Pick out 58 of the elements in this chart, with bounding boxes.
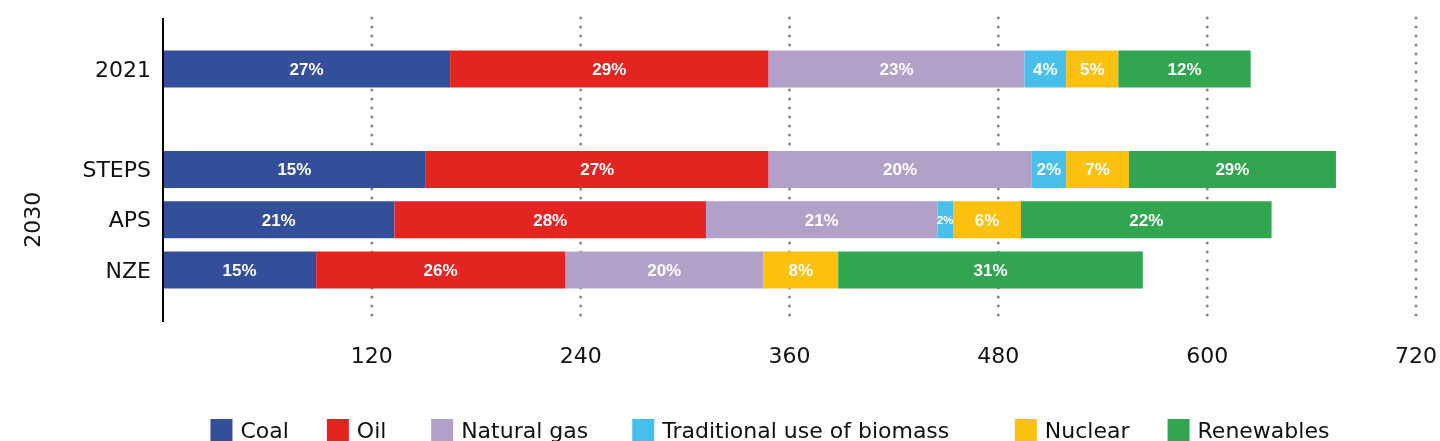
bar bbox=[763, 251, 839, 289]
legend-label: Traditional use of biomass bbox=[661, 417, 950, 441]
annotation: 22% bbox=[1129, 210, 1164, 230]
x-tick-label: 480 bbox=[977, 342, 1020, 368]
annotation: 27% bbox=[580, 160, 615, 180]
annotation: 21% bbox=[804, 210, 839, 230]
bar bbox=[953, 201, 1021, 239]
legend-label: Nuclear bbox=[1044, 417, 1131, 441]
bar bbox=[163, 50, 451, 88]
legend-label: Renewables bbox=[1197, 417, 1330, 441]
bar bbox=[163, 201, 395, 239]
bar bbox=[838, 251, 1143, 289]
bar bbox=[768, 50, 1025, 88]
x-tick-label: 720 bbox=[1395, 342, 1437, 368]
annotation: 2% bbox=[1036, 160, 1062, 180]
annotation: 5% bbox=[1080, 59, 1105, 79]
bar bbox=[565, 251, 764, 289]
y-tick-label: NZE bbox=[105, 257, 151, 283]
annotation: 8% bbox=[788, 260, 814, 280]
bar bbox=[316, 251, 565, 289]
bar bbox=[1066, 151, 1129, 188]
bar bbox=[425, 151, 769, 188]
annotation: 21% bbox=[261, 210, 296, 230]
annotation: 4% bbox=[1033, 59, 1058, 79]
y-tick-label: 2021 bbox=[95, 56, 151, 82]
annotation: 20% bbox=[882, 160, 918, 180]
y-axis-title: 2030 bbox=[19, 191, 45, 248]
annotation: 12% bbox=[1167, 59, 1202, 79]
bar bbox=[1118, 50, 1251, 88]
annotation: 27% bbox=[289, 59, 324, 79]
annotation: 29% bbox=[1215, 160, 1250, 180]
annotation: 26% bbox=[423, 260, 458, 280]
bar bbox=[163, 251, 317, 289]
annotation: 15% bbox=[277, 160, 312, 180]
x-tick-label: 600 bbox=[1186, 342, 1229, 368]
bar bbox=[768, 151, 1032, 188]
annotation: 2% bbox=[937, 213, 954, 226]
annotation: 7% bbox=[1085, 160, 1110, 180]
bar bbox=[450, 50, 769, 88]
legend-label: Oil bbox=[356, 417, 387, 441]
annotation: 28% bbox=[533, 210, 568, 230]
bar bbox=[1128, 151, 1336, 188]
bar bbox=[705, 201, 938, 239]
annotation: 20% bbox=[647, 260, 682, 280]
legend-label: Coal bbox=[240, 417, 289, 441]
x-tick-label: 240 bbox=[559, 342, 602, 368]
annotation: 29% bbox=[592, 59, 627, 79]
x-tick-label: 120 bbox=[350, 342, 393, 368]
bar bbox=[1020, 201, 1272, 239]
annotation: 15% bbox=[222, 260, 257, 280]
bar bbox=[394, 201, 706, 239]
y-tick-label: STEPS bbox=[82, 157, 151, 183]
y-tick-label: APS bbox=[108, 207, 151, 233]
annotation: 6% bbox=[974, 210, 1000, 230]
annotation: 31% bbox=[973, 260, 1008, 280]
annotation: 23% bbox=[879, 59, 914, 79]
x-tick-label: 360 bbox=[768, 342, 811, 368]
bar bbox=[163, 151, 426, 188]
